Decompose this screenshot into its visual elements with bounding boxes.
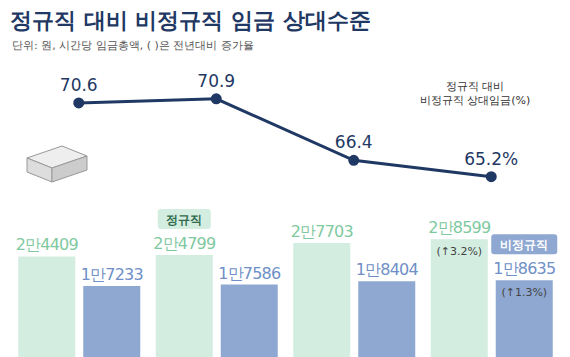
svg-text:1만8404: 1만8404	[356, 260, 419, 279]
svg-text:65.2%: 65.2%	[464, 149, 518, 169]
svg-text:2만7703: 2만7703	[291, 222, 353, 241]
html-text:정규직 대비: 정규직 대비	[445, 80, 505, 93]
html-text:비정규직 상대임금(%): 비정규직 상대임금(%)	[419, 94, 531, 107]
svg-text:정규직: 정규직	[166, 213, 202, 227]
html-text:단위: 원, 시간당 임금총액, ( )은 전년대비 증가율: 단위: 원, 시간당 임금총액, ( )은 전년대비 증가율	[12, 39, 254, 52]
html-text:정규직 대비 비정규직 임금 상대수준: 정규직 대비 비정규직 임금 상대수준	[10, 8, 371, 33]
svg-text:비정규직: 비정규직	[500, 238, 548, 252]
svg-text:70.9: 70.9	[197, 71, 235, 91]
svg-text:2만4799: 2만4799	[153, 234, 216, 253]
svg-text:66.4: 66.4	[335, 132, 373, 152]
svg-text:1만7586: 1만7586	[218, 264, 281, 283]
svg-text:1만7233: 1만7233	[81, 265, 143, 284]
svg-text:(↑1.3%): (↑1.3%)	[501, 286, 547, 299]
svg-text:1만8635: 1만8635	[493, 259, 555, 278]
svg-text:70.6: 70.6	[60, 75, 98, 95]
svg-text:(↑3.2%): (↑3.2%)	[436, 245, 482, 258]
svg-text:2만8599: 2만8599	[428, 218, 491, 237]
svg-text:2만4409: 2만4409	[16, 235, 79, 254]
